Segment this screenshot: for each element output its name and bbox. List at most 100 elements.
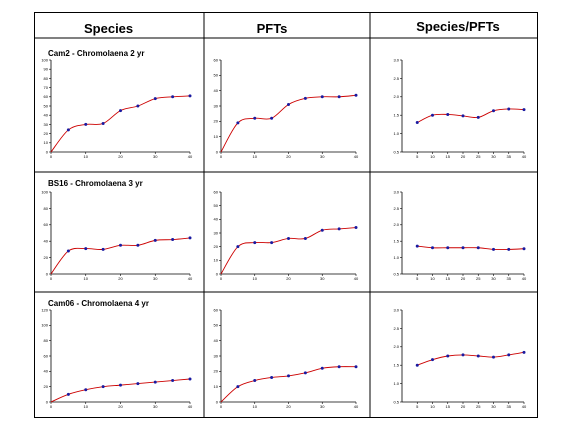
data-point [101,247,105,251]
data-point [287,236,290,240]
y-tick-label: 60 [214,189,219,194]
data-point [415,244,419,248]
data-point [337,365,341,369]
y-tick-label: 0.5 [393,399,399,404]
x-tick-label: 30 [491,276,496,281]
y-tick-label: 60 [44,222,49,227]
panel-r2-c1: BS16 - Chromolaena 3 yr 0 20 40 60 80 100 0 10 20… [41,179,193,281]
data-point [188,94,192,98]
data-point [119,383,122,387]
x-tick-label: 0 [50,154,53,159]
data-point [507,353,511,357]
panel-r1-c2: 0 10 20 30 40 50 60 0 10 20 30 40 [214,57,359,159]
x-tick-label: 35 [507,404,512,409]
data-point [236,245,240,249]
x-tick-label: 10 [84,154,89,159]
y-tick-label: 10 [44,140,49,145]
data-point [153,380,157,384]
data-point [431,113,434,117]
data-point [188,377,192,381]
panel-title: Cam2 - Chromolaena 2 yr [48,49,144,58]
y-tick-label: 0 [216,271,219,276]
x-tick-label: 5 [416,404,419,409]
x-tick-label: 30 [320,404,325,409]
data-point [446,354,450,358]
chart-grid-svg: Species PFTs Species/PFTs Cam2 - Chromol… [34,12,538,418]
x-tick-label: 5 [416,276,419,281]
x-tick-label: 20 [118,154,123,159]
x-tick-label: 40 [188,276,193,281]
data-point [84,122,88,126]
header-species-pfts: Species/PFTs [416,19,500,34]
y-tick-label: 120 [41,307,48,312]
y-tick-label: 3.0 [393,307,399,312]
x-tick-label: 10 [430,404,435,409]
panel-title: Cam06 - Chromolaena 4 yr [48,299,149,308]
y-tick-label: 70 [44,85,49,90]
y-tick-label: 80 [44,206,49,211]
data-point [522,108,526,112]
data-point [320,95,324,99]
y-tick-label: 0.5 [393,271,399,276]
data-point [66,128,70,132]
chart-grid: Species PFTs Species/PFTs Cam2 - Chromol… [34,12,538,418]
y-tick-label: 100 [41,323,48,328]
x-tick-label: 0 [50,276,53,281]
x-tick-label: 10 [253,404,258,409]
y-tick-label: 10 [214,384,219,389]
data-point [522,350,526,354]
x-tick-label: 30 [491,404,496,409]
x-tick-label: 10 [253,154,258,159]
y-tick-label: 100 [41,57,48,62]
x-tick-label: 40 [188,404,193,409]
y-tick-label: 20 [44,255,49,260]
x-tick-label: 40 [354,276,359,281]
data-point [171,238,175,242]
y-tick-label: 40 [44,369,49,374]
y-tick-label: 60 [214,307,219,312]
y-tick-label: 0 [46,399,49,404]
data-point [171,95,175,99]
y-tick-label: 80 [44,76,49,81]
y-tick-label: 30 [214,230,219,235]
data-point [415,121,419,125]
y-tick-label: 2.0 [393,222,399,227]
y-tick-label: 1.5 [393,363,399,368]
data-point [270,241,274,245]
data-point [84,388,88,392]
x-tick-label: 15 [446,276,451,281]
x-tick-label: 40 [354,404,359,409]
y-tick-label: 90 [44,67,49,72]
table-border [34,12,538,418]
y-tick-label: 3.0 [393,57,399,62]
x-tick-label: 5 [416,154,419,159]
x-tick-label: 30 [153,276,158,281]
data-point [253,241,257,245]
y-tick-label: 20 [44,131,49,136]
panel-r2-c3: 0.5 1.0 1.5 2.0 2.5 3.0 5 10 15 20 25 30 35 40 [393,189,527,281]
data-point [136,104,140,108]
data-point [431,358,434,362]
y-tick-label: 0 [216,399,219,404]
data-point [101,385,105,389]
y-tick-label: 10 [214,134,219,139]
data-point [476,115,480,119]
y-tick-label: 1.5 [393,113,399,118]
y-tick-label: 0.5 [393,149,399,154]
data-point [66,249,70,253]
data-point [320,366,324,370]
data-point [476,354,480,358]
x-tick-label: 35 [507,276,512,281]
x-tick-label: 20 [118,276,123,281]
data-point [119,109,122,113]
x-tick-label: 20 [286,154,291,159]
x-tick-label: 30 [320,154,325,159]
y-tick-label: 60 [214,57,219,62]
y-tick-label: 20 [214,369,219,374]
x-tick-label: 30 [153,154,158,159]
y-tick-label: 40 [44,239,49,244]
y-tick-label: 1.0 [393,131,399,136]
data-point [354,93,358,97]
data-point [287,374,290,378]
y-tick-label: 0 [216,149,219,154]
